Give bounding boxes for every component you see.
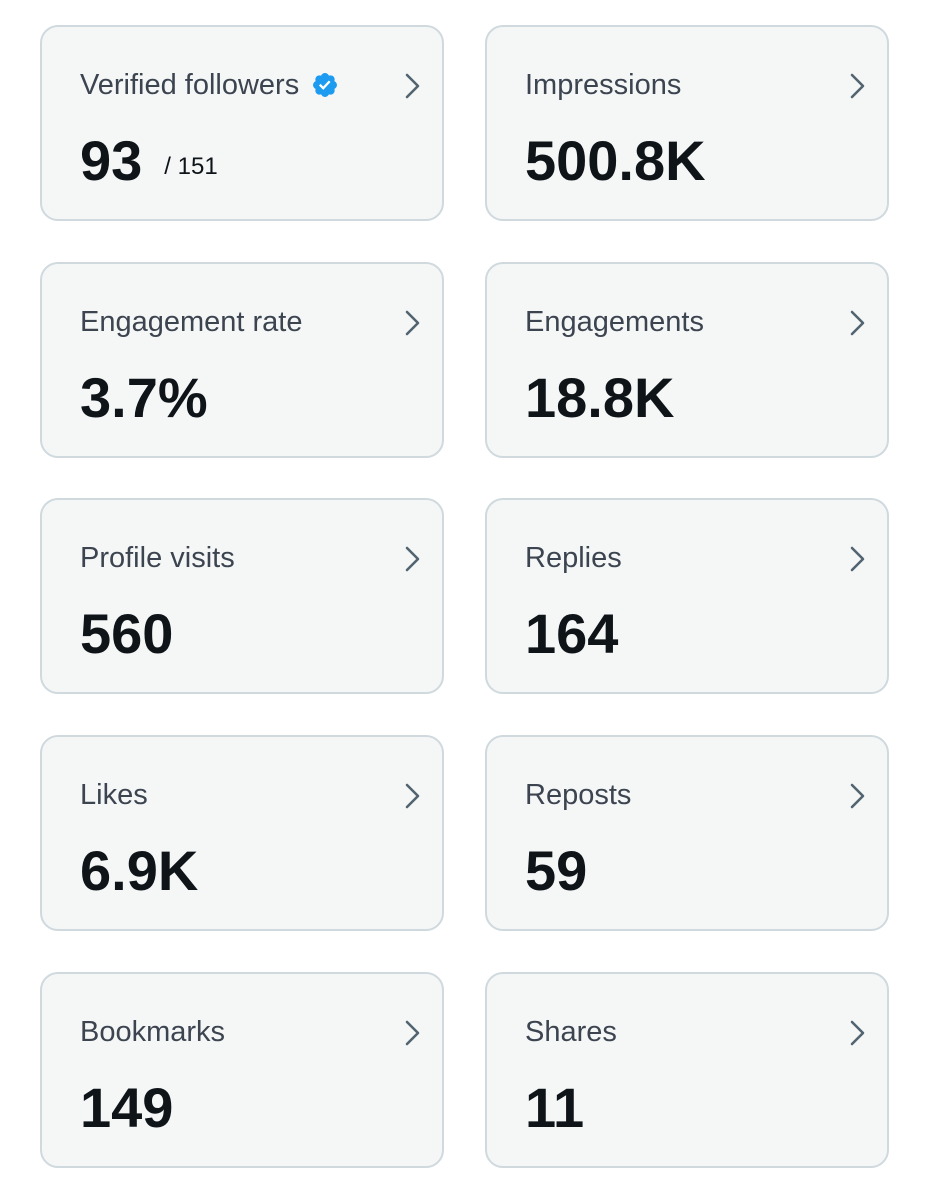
chevron-right-icon: [850, 310, 865, 336]
metric-value: 3.7%: [80, 366, 208, 429]
metric-label: Impressions: [525, 69, 682, 101]
metric-card-replies[interactable]: Replies 164: [485, 498, 889, 694]
chevron-right-icon: [850, 783, 865, 809]
chevron-right-icon: [405, 1020, 420, 1046]
metric-value: 164: [525, 602, 619, 665]
verified-badge-icon: [313, 73, 338, 97]
metric-label: Engagement rate: [80, 306, 303, 338]
metric-total: / 151: [164, 153, 218, 180]
metric-value: 6.9K: [80, 839, 199, 902]
metric-value: 500.8K: [525, 129, 706, 192]
metric-card-bookmarks[interactable]: Bookmarks 149: [40, 972, 444, 1168]
metric-card-verified-followers[interactable]: Verified followers 93/ 151: [40, 25, 444, 221]
chevron-right-icon: [850, 1020, 865, 1046]
metric-value: 11: [525, 1076, 585, 1139]
metric-value: 93/ 151: [80, 129, 218, 192]
chevron-right-icon: [850, 73, 865, 99]
metric-value: 560: [80, 602, 174, 665]
chevron-right-icon: [405, 783, 420, 809]
metric-label: Shares: [525, 1016, 617, 1048]
metric-value: 18.8K: [525, 366, 675, 429]
metric-label: Replies: [525, 542, 622, 574]
metric-label: Bookmarks: [80, 1016, 226, 1048]
chevron-right-icon: [405, 73, 420, 99]
metric-label: Verified followers: [80, 69, 300, 101]
metric-card-likes[interactable]: Likes 6.9K: [40, 735, 444, 931]
metric-card-engagements[interactable]: Engagements 18.8K: [485, 262, 889, 458]
metric-value: 149: [80, 1076, 174, 1139]
chevron-right-icon: [405, 310, 420, 336]
metric-card-shares[interactable]: Shares 11: [485, 972, 889, 1168]
metric-label: Profile visits: [80, 542, 235, 574]
metric-label: Engagements: [525, 306, 704, 338]
chevron-right-icon: [850, 546, 865, 572]
chevron-right-icon: [405, 546, 420, 572]
metric-card-impressions[interactable]: Impressions 500.8K: [485, 25, 889, 221]
metric-value: 59: [525, 839, 588, 902]
metric-label: Likes: [80, 779, 148, 811]
metric-card-engagement-rate[interactable]: Engagement rate 3.7%: [40, 262, 444, 458]
metric-card-profile-visits[interactable]: Profile visits 560: [40, 498, 444, 694]
metric-title-row: Verified followers: [80, 67, 339, 103]
metric-label: Reposts: [525, 779, 632, 811]
metric-card-reposts[interactable]: Reposts 59: [485, 735, 889, 931]
